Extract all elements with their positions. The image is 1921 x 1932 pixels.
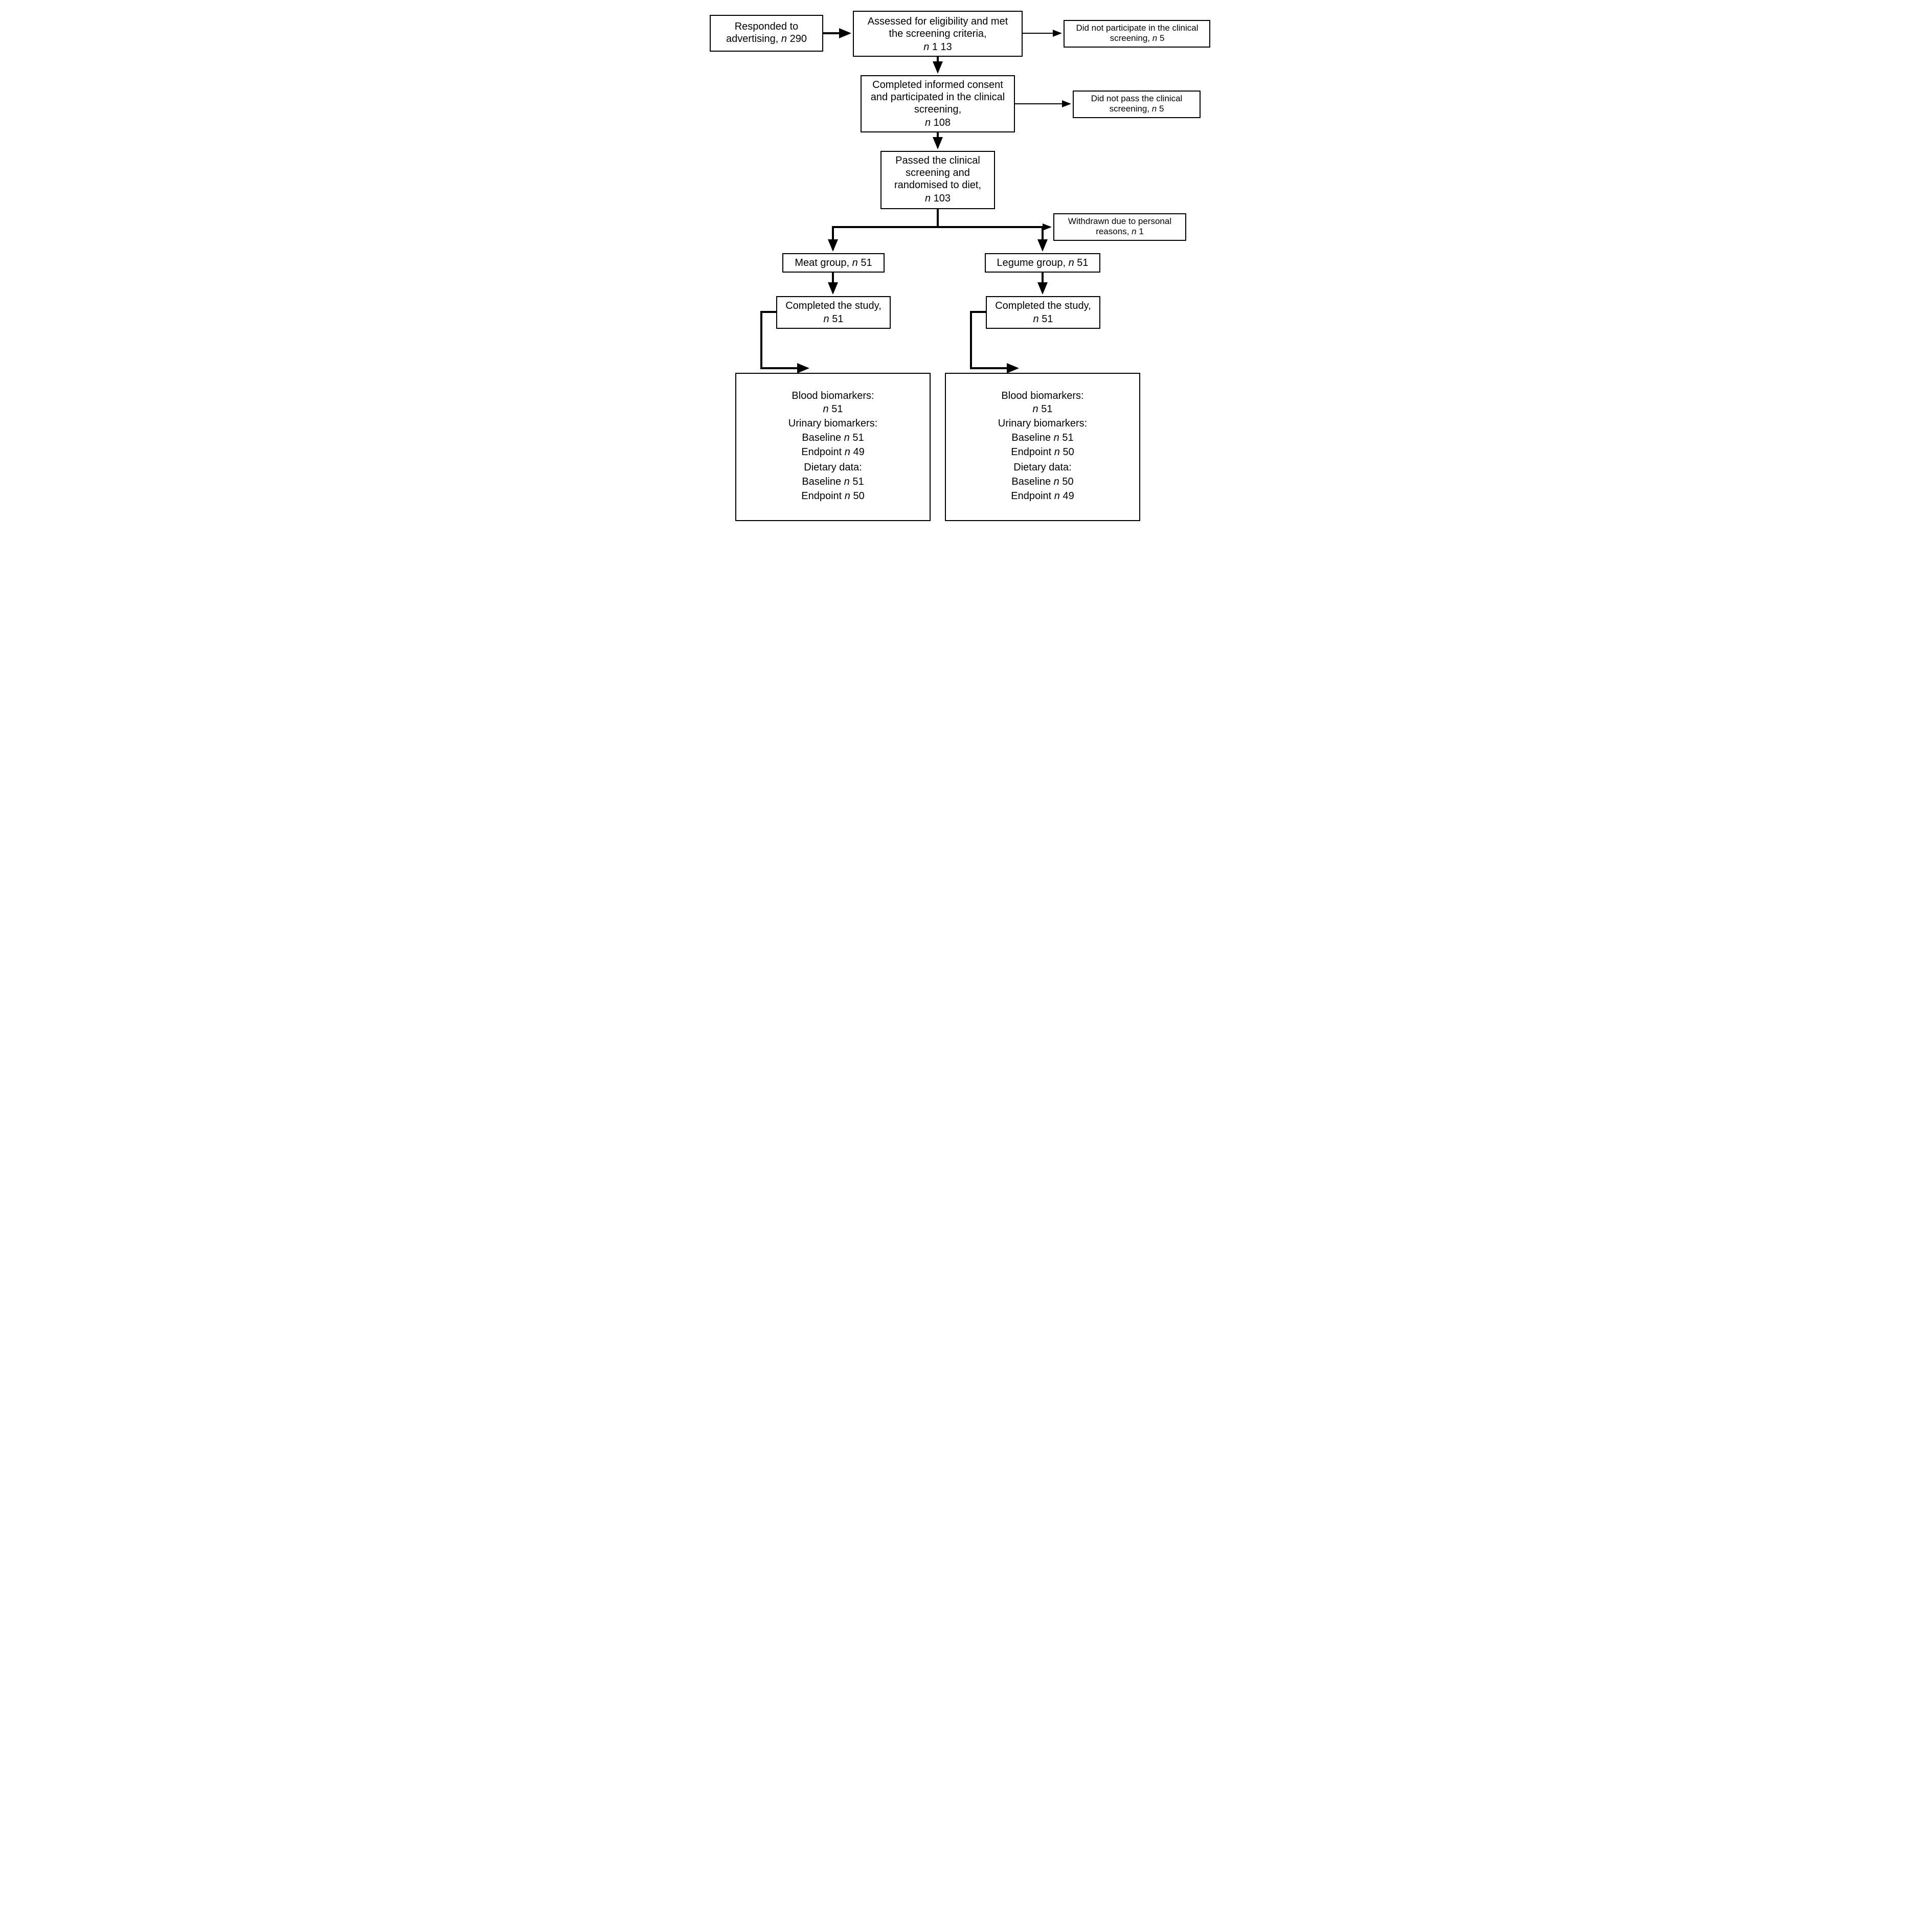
legume-urinary-baseline-lbl: Baseline	[1011, 432, 1051, 443]
svg-text:n 51: n 51	[823, 403, 843, 415]
legume-urinary-endpoint-n: 50	[1063, 446, 1074, 458]
meat-blood-label: Blood biomarkers:	[792, 390, 874, 401]
svg-text:n 108: n 108	[924, 117, 950, 128]
meat-urinary-baseline-n: 51	[852, 432, 864, 443]
no-part-n: 5	[1159, 33, 1164, 43]
svg-text:Baseline n 51: Baseline n 51	[802, 476, 864, 487]
meat-complete-label: Completed the study,	[785, 300, 882, 311]
meat-urinary-label: Urinary biomarkers:	[788, 418, 877, 429]
no-pass-n: 5	[1159, 104, 1163, 114]
passed-n: 103	[933, 193, 950, 204]
legume-n: 51	[1077, 257, 1088, 268]
consent-n: 108	[933, 117, 950, 128]
svg-text:Endpoint n 49: Endpoint n 49	[801, 446, 864, 458]
flowchart: Responded to advertising, n 290 Assessed…	[705, 10, 1216, 527]
svg-text:Baseline n 50: Baseline n 50	[1011, 476, 1073, 487]
meat-dietary-baseline-lbl: Baseline	[802, 476, 841, 487]
withdrew-n: 1	[1139, 227, 1143, 236]
withdrew-line1: Withdrawn due to personal	[1068, 216, 1171, 226]
withdrew-line2: reasons,	[1096, 227, 1129, 236]
assessed-line1: Assessed for eligibility and met	[867, 16, 1008, 27]
meat-n: 51	[861, 257, 872, 268]
svg-text:n 1 13: n 1 13	[923, 41, 952, 53]
svg-text:advertising, n 290: advertising, n 290	[726, 33, 807, 44]
meat-blood-n: 51	[831, 403, 843, 415]
legume-blood-n: 51	[1041, 403, 1052, 415]
legume-dietary-label: Dietary data:	[1013, 462, 1071, 473]
legume-dietary-endpoint-n: 49	[1063, 490, 1074, 502]
responded-n: 290	[789, 33, 806, 44]
svg-text:screening, n 5: screening, n 5	[1109, 104, 1164, 114]
svg-text:Endpoint n 50: Endpoint n 50	[801, 490, 864, 502]
passed-line2: screening and	[906, 167, 970, 178]
legume-label: Legume group,	[997, 257, 1066, 268]
legume-dietary-endpoint-lbl: Endpoint	[1011, 490, 1051, 502]
meat-label: Meat group,	[795, 257, 849, 268]
consent-line2: and participated in the clinical	[870, 92, 1004, 103]
no-part-line2: screening,	[1110, 33, 1149, 43]
meat-dietary-endpoint-n: 50	[853, 490, 864, 502]
svg-text:n 51: n 51	[823, 313, 843, 325]
legume-urinary-endpoint-lbl: Endpoint	[1011, 446, 1051, 458]
svg-text:reasons, n 1: reasons, n 1	[1096, 227, 1144, 236]
meat-urinary-endpoint-lbl: Endpoint	[801, 446, 842, 458]
passed-line1: Passed the clinical	[895, 155, 980, 166]
meat-complete-n: 51	[832, 313, 843, 325]
svg-text:screening, n 5: screening, n 5	[1110, 33, 1164, 43]
svg-text:Baseline n 51: Baseline n 51	[1011, 432, 1073, 443]
legume-urinary-baseline-n: 51	[1062, 432, 1073, 443]
responded-line1: Responded to	[734, 21, 798, 32]
svg-text:n 51: n 51	[1032, 403, 1052, 415]
svg-text:Endpoint n 50: Endpoint n 50	[1011, 446, 1074, 458]
legume-dietary-baseline-lbl: Baseline	[1011, 476, 1051, 487]
svg-text:n 51: n 51	[1033, 313, 1053, 325]
meat-dietary-endpoint-lbl: Endpoint	[801, 490, 842, 502]
no-pass-line2: screening,	[1109, 104, 1149, 114]
no-part-line1: Did not participate in the clinical	[1076, 23, 1198, 33]
meat-urinary-endpoint-n: 49	[853, 446, 864, 458]
svg-text:Endpoint n 49: Endpoint n 49	[1011, 490, 1074, 502]
meat-dietary-label: Dietary data:	[804, 462, 862, 473]
consent-line3: screening,	[914, 104, 961, 115]
responded-line2: advertising,	[726, 33, 778, 44]
assessed-n: 1 13	[932, 41, 952, 53]
legume-urinary-label: Urinary biomarkers:	[998, 418, 1087, 429]
legume-blood-label: Blood biomarkers:	[1001, 390, 1083, 401]
svg-text:Meat group, n 51: Meat group, n 51	[795, 257, 872, 268]
legume-complete-n: 51	[1042, 313, 1053, 325]
svg-text:Baseline n 51: Baseline n 51	[802, 432, 864, 443]
meat-dietary-baseline-n: 51	[852, 476, 864, 487]
assessed-line2: the screening criteria,	[889, 28, 986, 39]
svg-text:n 103: n 103	[924, 193, 950, 204]
svg-text:Legume group, n 51: Legume group, n 51	[997, 257, 1088, 268]
passed-line3: randomised to diet,	[894, 179, 981, 191]
legume-dietary-baseline-n: 50	[1062, 476, 1073, 487]
consent-line1: Completed informed consent	[872, 79, 1003, 91]
no-pass-line1: Did not pass the clinical	[1091, 94, 1182, 103]
meat-urinary-baseline-lbl: Baseline	[802, 432, 841, 443]
legume-complete-label: Completed the study,	[995, 300, 1091, 311]
